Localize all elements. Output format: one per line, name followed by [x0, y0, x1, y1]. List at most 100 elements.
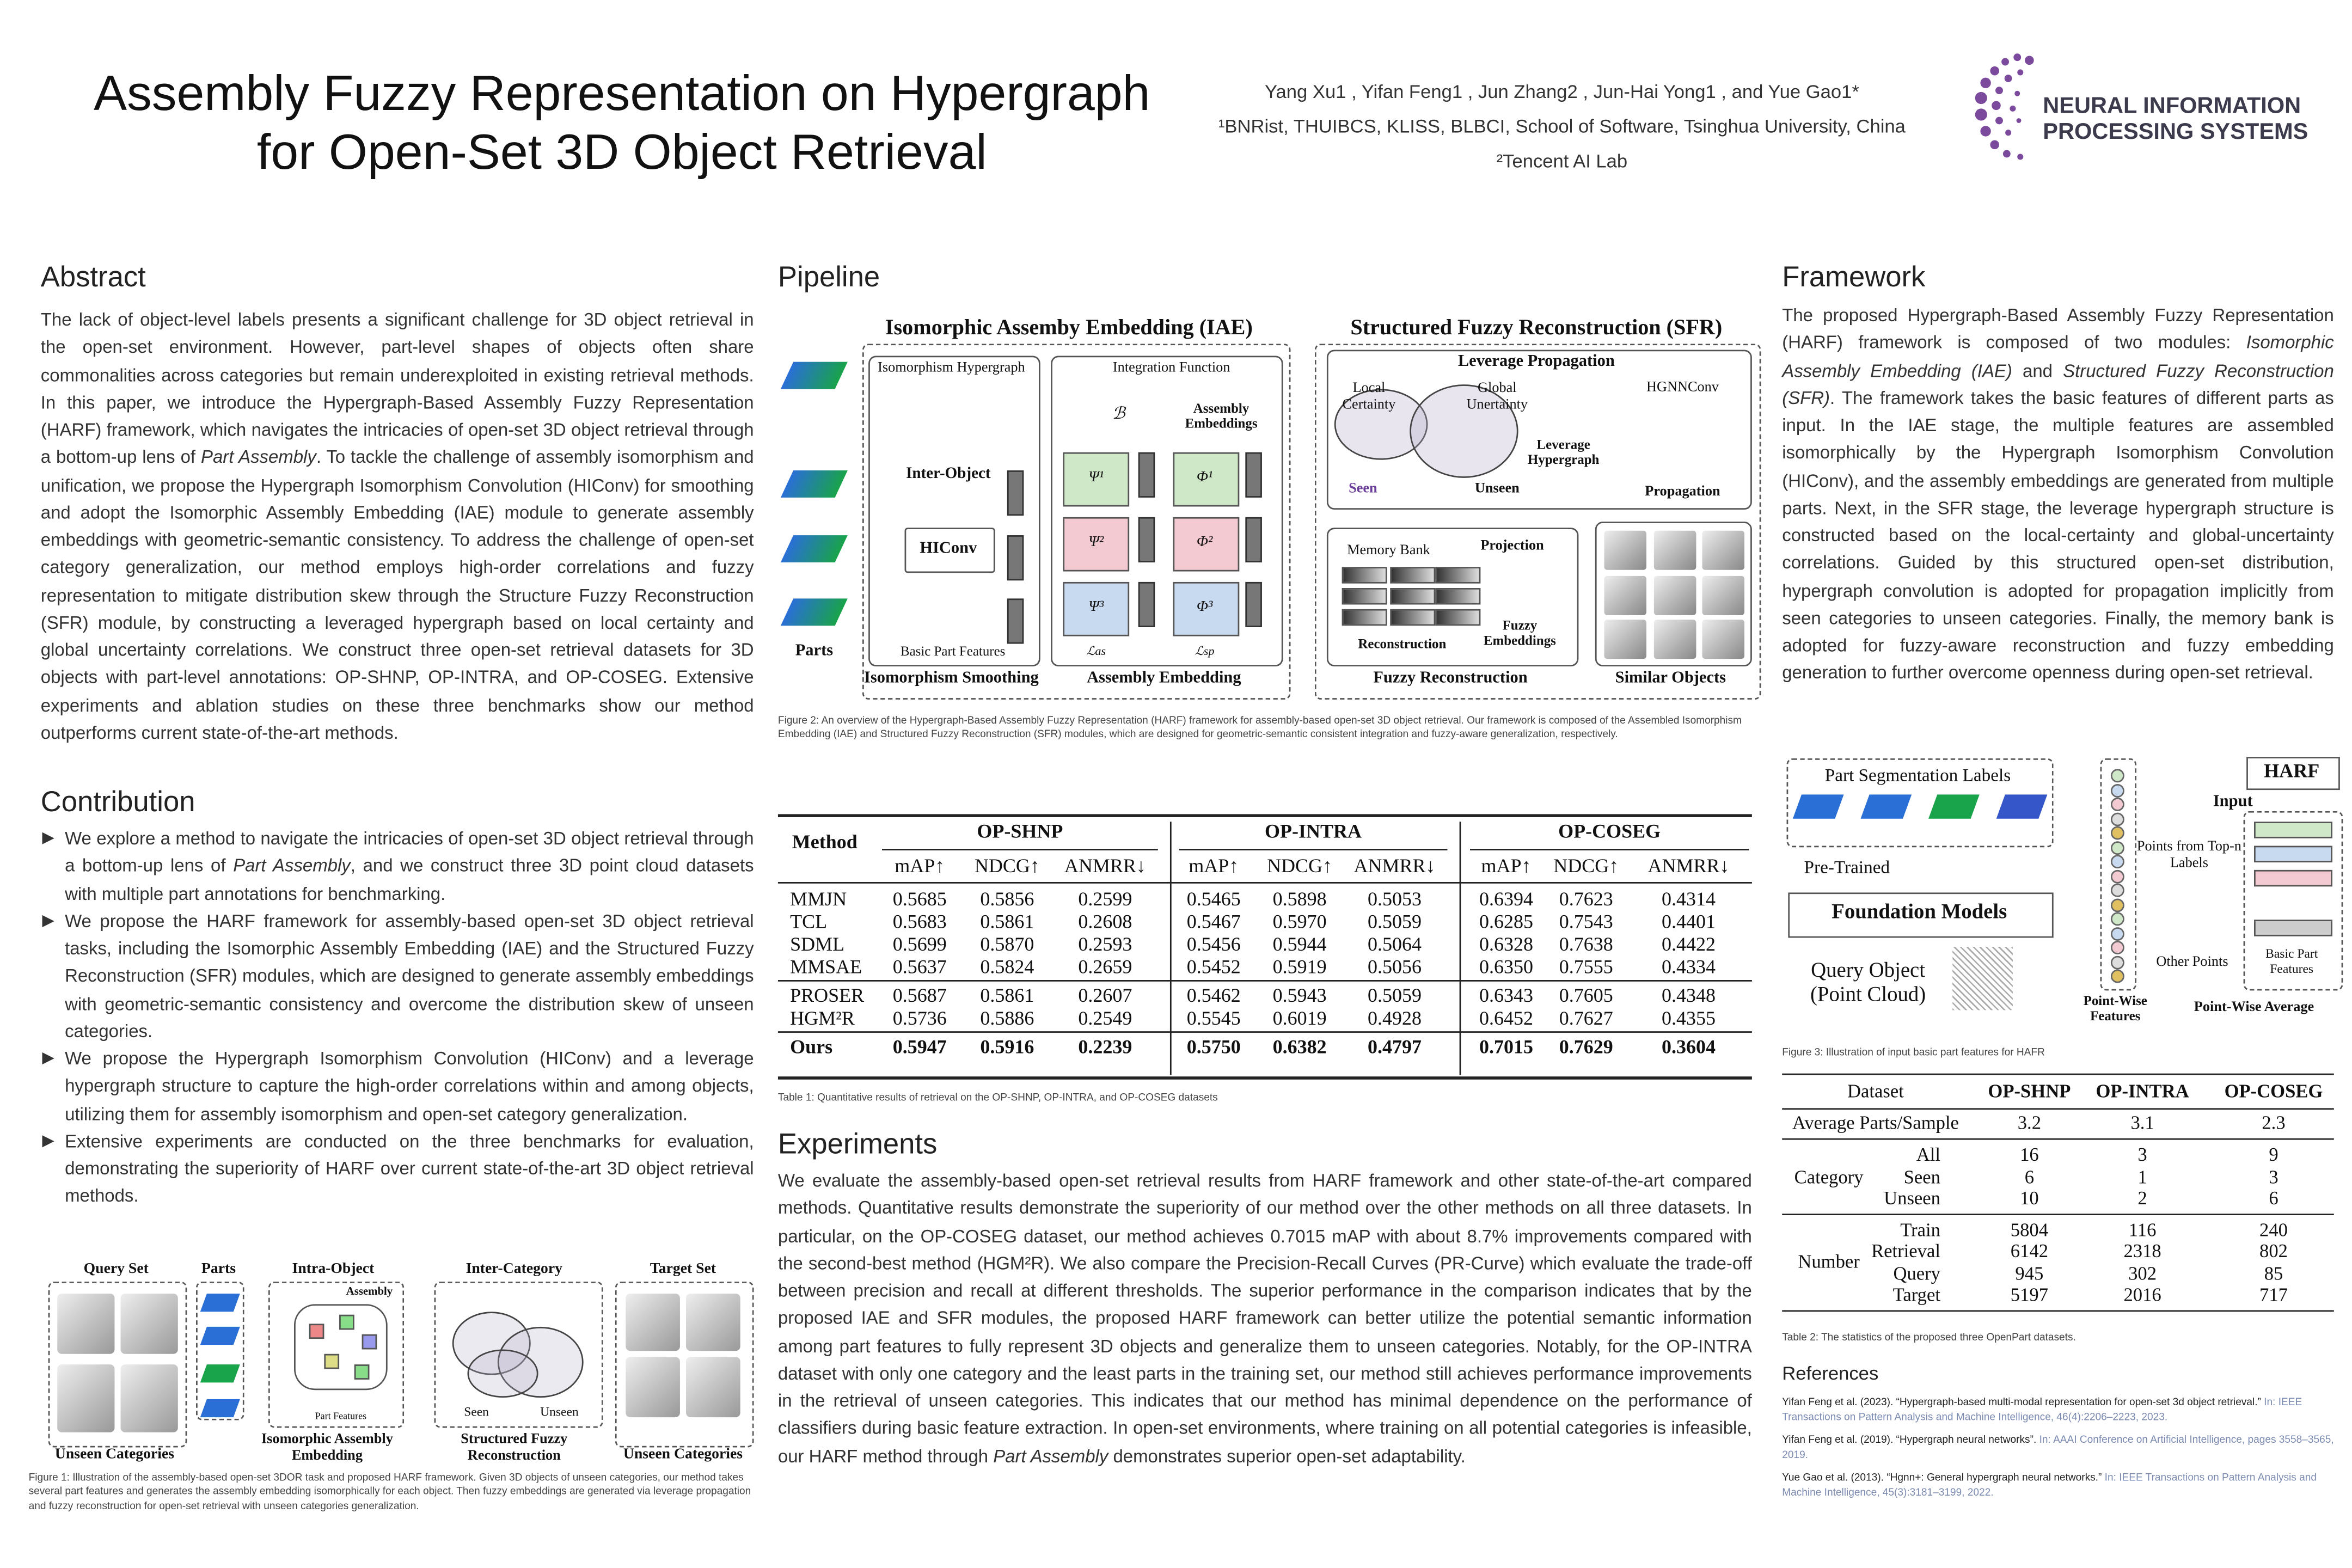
- object-thumbnail: [1702, 620, 1744, 659]
- hyperedge: [467, 1349, 538, 1398]
- point-cloud: [1952, 947, 2013, 1010]
- table-cell: MMJN: [790, 887, 847, 910]
- table-cell: 2318: [2123, 1240, 2161, 1262]
- table-cell: 2.3: [2262, 1112, 2286, 1134]
- point-feature: [2110, 812, 2124, 826]
- table-cell: 0.7623: [1559, 887, 1613, 910]
- figure-label: HIConv: [920, 539, 977, 558]
- object-thumbnail: [626, 1357, 680, 1418]
- table-rule: [1179, 849, 1448, 850]
- point-feature: [2110, 941, 2124, 954]
- figure-label: Foundation Models: [1832, 901, 2007, 924]
- table-header: mAP↑: [895, 854, 945, 877]
- figure-label: Pre-Trained: [1804, 856, 1890, 878]
- table-cell: 85: [2264, 1262, 2283, 1284]
- table-header: mAP↑: [1481, 854, 1532, 877]
- figure-label: Parts: [795, 641, 834, 660]
- table-caption: Table 2: The statistics of the proposed …: [1782, 1333, 2076, 1344]
- table-rule: [1470, 849, 1749, 850]
- figure-box: [1595, 522, 1752, 666]
- figure-label: Integration Function: [1112, 361, 1230, 377]
- figure-label: Fuzzy Embeddings: [1483, 617, 1556, 648]
- table-cell: 0.2659: [1078, 955, 1132, 978]
- feature-vector: [1007, 598, 1024, 644]
- table-cell: All: [1916, 1144, 1940, 1166]
- table-cell: 0.5886: [980, 1006, 1034, 1030]
- italic-run: Isomorphic Assembly Embedding (IAE): [1782, 332, 2334, 381]
- table-cell: 0.7638: [1559, 932, 1613, 955]
- figure-label: Unseen: [540, 1404, 579, 1419]
- figure-label: Leverage Propagation: [1457, 352, 1615, 371]
- figure-box: [615, 1281, 754, 1448]
- figure-label: Unseen Categories: [623, 1446, 743, 1463]
- table-header: NDCG↑: [1267, 854, 1333, 877]
- feature-bar: [2254, 846, 2332, 862]
- reference: Yifan Feng et al. (2023). “Hypergraph-ba…: [1782, 1396, 2334, 1425]
- table-cell: 0.5685: [892, 887, 947, 910]
- table-cell: 0.4355: [1662, 1006, 1716, 1030]
- object-thumbnail: [626, 1294, 680, 1351]
- text-run: The lack of object-level labels presents…: [40, 309, 754, 468]
- table-cell: 0.5687: [892, 984, 947, 1007]
- bullet-icon: [42, 832, 54, 844]
- part-icon: [1996, 794, 2048, 819]
- table-rule: [1782, 1073, 2334, 1075]
- section-heading: Abstract: [40, 262, 146, 294]
- part-icon: [1792, 794, 1844, 819]
- network-block: [1173, 581, 1240, 636]
- figure-label: Isomorphic Assemby Embedding (IAE): [885, 316, 1253, 340]
- table-cell: TCL: [790, 910, 828, 933]
- object-thumbnail: [1604, 620, 1646, 659]
- figure-label: Local Certainty: [1342, 381, 1396, 413]
- text-run: . The framework takes the basic features…: [1782, 387, 2334, 684]
- table-cell: 0.5861: [980, 910, 1034, 933]
- table-cell: 0.5699: [892, 932, 947, 955]
- figure-label: Query Set: [83, 1260, 149, 1278]
- table-cell: Retrieval: [1871, 1240, 1940, 1262]
- section-heading: Experiments: [777, 1129, 938, 1161]
- text-run: We explore a method to navigate the intr…: [65, 828, 754, 877]
- text-run: demonstrates superior open-set adaptabil…: [1108, 1445, 1466, 1467]
- bullet-icon: [42, 915, 54, 927]
- part-icon: [780, 535, 848, 562]
- figure-label: Global Unertainty: [1466, 381, 1528, 413]
- table-cell: 2: [2137, 1187, 2147, 1209]
- bullet-icon: [42, 1052, 54, 1065]
- table-header: OP-COSEG: [1558, 819, 1661, 842]
- table-header: ANMRR↓: [1353, 854, 1436, 877]
- part-node: [354, 1364, 370, 1380]
- part-node: [339, 1314, 354, 1330]
- table-cell: Unseen: [1884, 1187, 1940, 1209]
- feature-vector: [1245, 581, 1262, 627]
- poster-title: Assembly Fuzzy Representation on Hypergr…: [94, 65, 1150, 180]
- feature-bar: [2254, 822, 2332, 838]
- figure-label: Φ²: [1196, 534, 1213, 551]
- table-cell: 6: [2269, 1187, 2278, 1209]
- figure-label: Ψ²: [1088, 534, 1104, 551]
- point-feature: [2110, 926, 2124, 940]
- table-cell: 0.4348: [1662, 984, 1716, 1007]
- table-cell: 16: [2020, 1144, 2039, 1166]
- hiconv-box: [904, 528, 995, 573]
- table-cell: 302: [2128, 1262, 2157, 1284]
- table-cell: 3.2: [2017, 1112, 2042, 1134]
- table-cell: 0.7555: [1559, 955, 1613, 978]
- table-rule: [1782, 1138, 2334, 1140]
- table-cell: 0.5824: [980, 955, 1034, 978]
- table-rule: [1169, 822, 1172, 1075]
- text-run: , and we construct three 3D point cloud …: [65, 855, 754, 904]
- logo-text: PROCESSING SYSTEMS: [2043, 119, 2308, 145]
- table-cell: 0.2593: [1078, 932, 1132, 955]
- table-header: mAP↑: [1189, 854, 1239, 877]
- part-icon: [1860, 794, 1912, 819]
- table-cell: Query: [1893, 1262, 1940, 1284]
- table-cell: 0.6452: [1479, 1006, 1533, 1030]
- table-cell: Train: [1900, 1218, 1940, 1240]
- figure-label: Intra-Object: [292, 1260, 375, 1278]
- table-cell: 0.6285: [1479, 910, 1533, 933]
- table-cell: 717: [2259, 1284, 2288, 1306]
- model-box: [1788, 892, 2054, 938]
- section-heading: Framework: [1782, 262, 1926, 294]
- table-cell: 0.4928: [1368, 1006, 1422, 1030]
- table-cell: Seen: [1903, 1166, 1940, 1187]
